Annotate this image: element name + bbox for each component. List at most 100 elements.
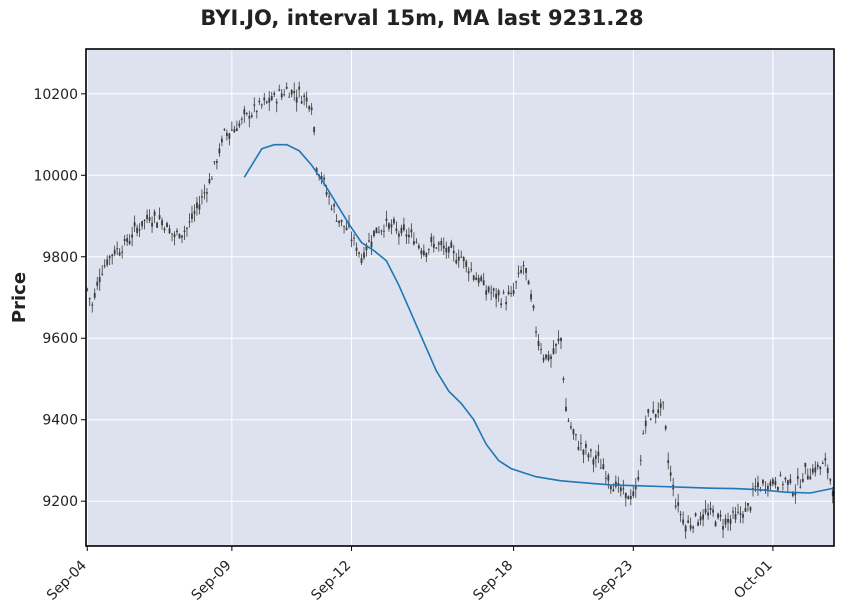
candle-body — [679, 514, 682, 516]
candle-body — [275, 101, 278, 104]
candle-body — [570, 426, 572, 429]
candle-body — [592, 459, 595, 465]
candle-body — [248, 116, 251, 119]
candle-body — [734, 513, 737, 520]
candle-body — [809, 476, 812, 480]
plot-frame — [85, 48, 835, 547]
candle-body — [233, 129, 236, 133]
candle-body — [430, 236, 433, 243]
candle-body — [333, 204, 335, 207]
candle-body — [492, 288, 495, 291]
candle-body — [343, 225, 345, 227]
candle-body — [634, 486, 637, 490]
candle-body — [784, 477, 787, 480]
candle-body — [779, 474, 782, 476]
candle-body — [485, 290, 488, 295]
y-tick-label: 9800 — [42, 250, 78, 266]
candle-body — [370, 241, 373, 248]
candle-body — [245, 112, 248, 114]
candle-body — [143, 219, 146, 221]
candle-body — [599, 467, 602, 469]
candle-body — [520, 269, 522, 273]
candle-body — [445, 248, 448, 253]
candle-body — [323, 177, 326, 180]
candle-body — [440, 240, 443, 246]
candle-body — [470, 268, 473, 270]
candle-body — [345, 227, 348, 230]
candle-body — [96, 281, 99, 286]
candle-body — [555, 343, 557, 346]
candle-body — [238, 123, 241, 127]
candle-body — [490, 292, 493, 294]
candle-body — [380, 230, 383, 232]
candle-body — [437, 242, 440, 245]
candle-body — [806, 475, 809, 480]
y-axis-label: Price — [9, 272, 30, 323]
candle-body — [136, 227, 139, 234]
candle-body — [407, 234, 410, 238]
candle-body — [358, 252, 360, 254]
candle-body — [609, 486, 612, 490]
candle-body — [173, 234, 176, 237]
candle-body — [624, 492, 627, 499]
candle-body — [565, 406, 567, 412]
candle-body — [777, 486, 779, 491]
candle-body — [707, 512, 709, 516]
candle-body — [385, 218, 388, 221]
candle-body — [378, 231, 380, 233]
candle-body — [455, 260, 458, 264]
candle-body — [664, 426, 667, 429]
candle-body — [507, 291, 510, 295]
candle-body — [786, 480, 789, 485]
candle-body — [719, 514, 722, 517]
candle-body — [417, 245, 420, 249]
candle-body — [146, 214, 148, 220]
candle-body — [572, 429, 575, 435]
candle-body — [288, 96, 291, 98]
candle-body — [580, 442, 582, 444]
candle-body — [243, 109, 246, 115]
candle-body — [293, 91, 296, 94]
candle-body — [642, 433, 645, 435]
candle-body — [757, 482, 759, 488]
x-tick-label: Sep-04 — [44, 557, 90, 603]
candle-body — [171, 233, 173, 235]
candle-body — [103, 265, 106, 267]
candle-body — [163, 228, 166, 231]
candle-body — [729, 519, 732, 524]
candle-body — [547, 354, 550, 361]
candle-body — [647, 409, 650, 413]
candle-body — [373, 230, 375, 237]
candle-body — [652, 409, 655, 413]
candle-body — [168, 228, 171, 234]
candle-body — [295, 97, 298, 103]
candle-body — [422, 250, 425, 256]
candle-body — [298, 86, 301, 90]
candle-body — [674, 505, 677, 507]
candle-body — [477, 277, 480, 283]
y-tick-label: 9200 — [42, 494, 78, 510]
candle-body — [594, 455, 597, 460]
candle-body — [562, 378, 565, 380]
candle-body — [699, 516, 702, 521]
candle-body — [186, 227, 188, 229]
candle-body — [637, 476, 640, 480]
candle-body — [814, 467, 817, 473]
candle-body — [712, 509, 714, 513]
candle-body — [188, 221, 191, 223]
candle-body — [410, 229, 413, 233]
chart-title: BYI.JO, interval 15m, MA last 9231.28 — [200, 6, 644, 30]
candle-body — [228, 133, 231, 139]
candle-body — [462, 257, 465, 262]
candle-body — [427, 248, 430, 250]
candle-body — [178, 233, 181, 239]
candle-body — [826, 467, 829, 474]
candle-body — [393, 218, 395, 224]
candle-body — [824, 458, 827, 461]
candle-body — [607, 475, 610, 481]
candle-body — [353, 237, 355, 239]
candle-body — [811, 468, 814, 473]
candle-body — [313, 127, 316, 133]
candle-body — [816, 464, 819, 467]
